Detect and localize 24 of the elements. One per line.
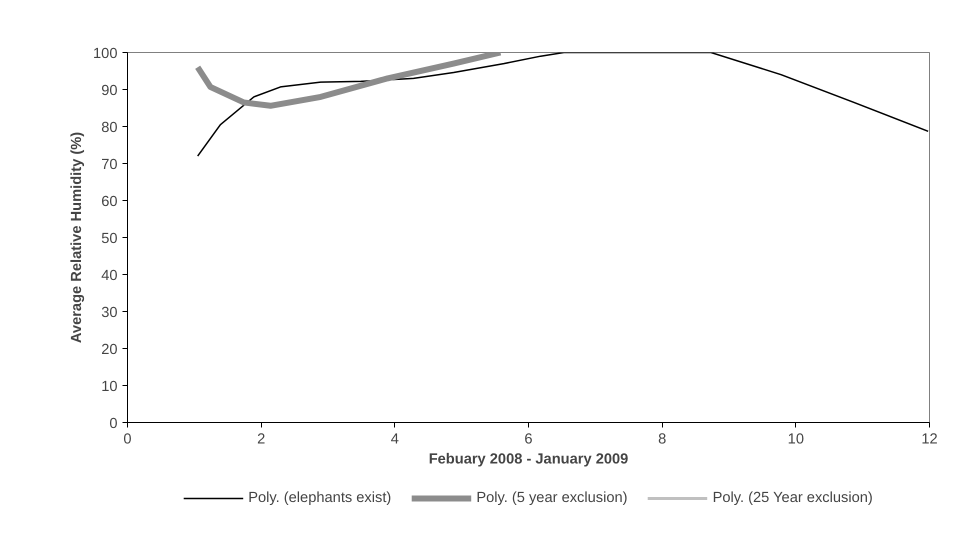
line-series [196, 52, 929, 157]
x-tick-label: 2 [257, 432, 266, 448]
y-tick-label: 60 [101, 194, 118, 210]
y-tick-label: 0 [109, 416, 118, 432]
legend-label: Poly. (25 Year exclusion) [712, 490, 873, 506]
y-axis-title: Average Relative Humidity (%) [69, 132, 86, 344]
x-tick-label: 6 [524, 432, 533, 448]
x-tick-label: 0 [123, 432, 132, 448]
legend-label: Poly. (elephants exist) [248, 490, 392, 506]
y-tick-label: 70 [101, 157, 118, 173]
y-tick-label: 90 [101, 83, 118, 99]
legend-label: Poly. (5 year exclusion) [476, 490, 628, 506]
y-tick-label: 30 [101, 305, 118, 321]
x-tick-label: 10 [788, 432, 804, 448]
x-tick-label: 8 [658, 432, 666, 448]
x-tick-label: 4 [390, 432, 399, 448]
x-tick-label: 12 [921, 432, 938, 448]
y-tick-label: 100 [93, 46, 118, 62]
y-tick-label: 10 [101, 379, 118, 395]
y-tick-label: 40 [101, 268, 118, 284]
y-tick-label: 20 [101, 342, 118, 358]
y-tick-label: 50 [101, 231, 118, 247]
x-axis-title: Febuary 2008 - January 2009 [428, 452, 628, 468]
y-tick-label: 80 [101, 120, 118, 136]
